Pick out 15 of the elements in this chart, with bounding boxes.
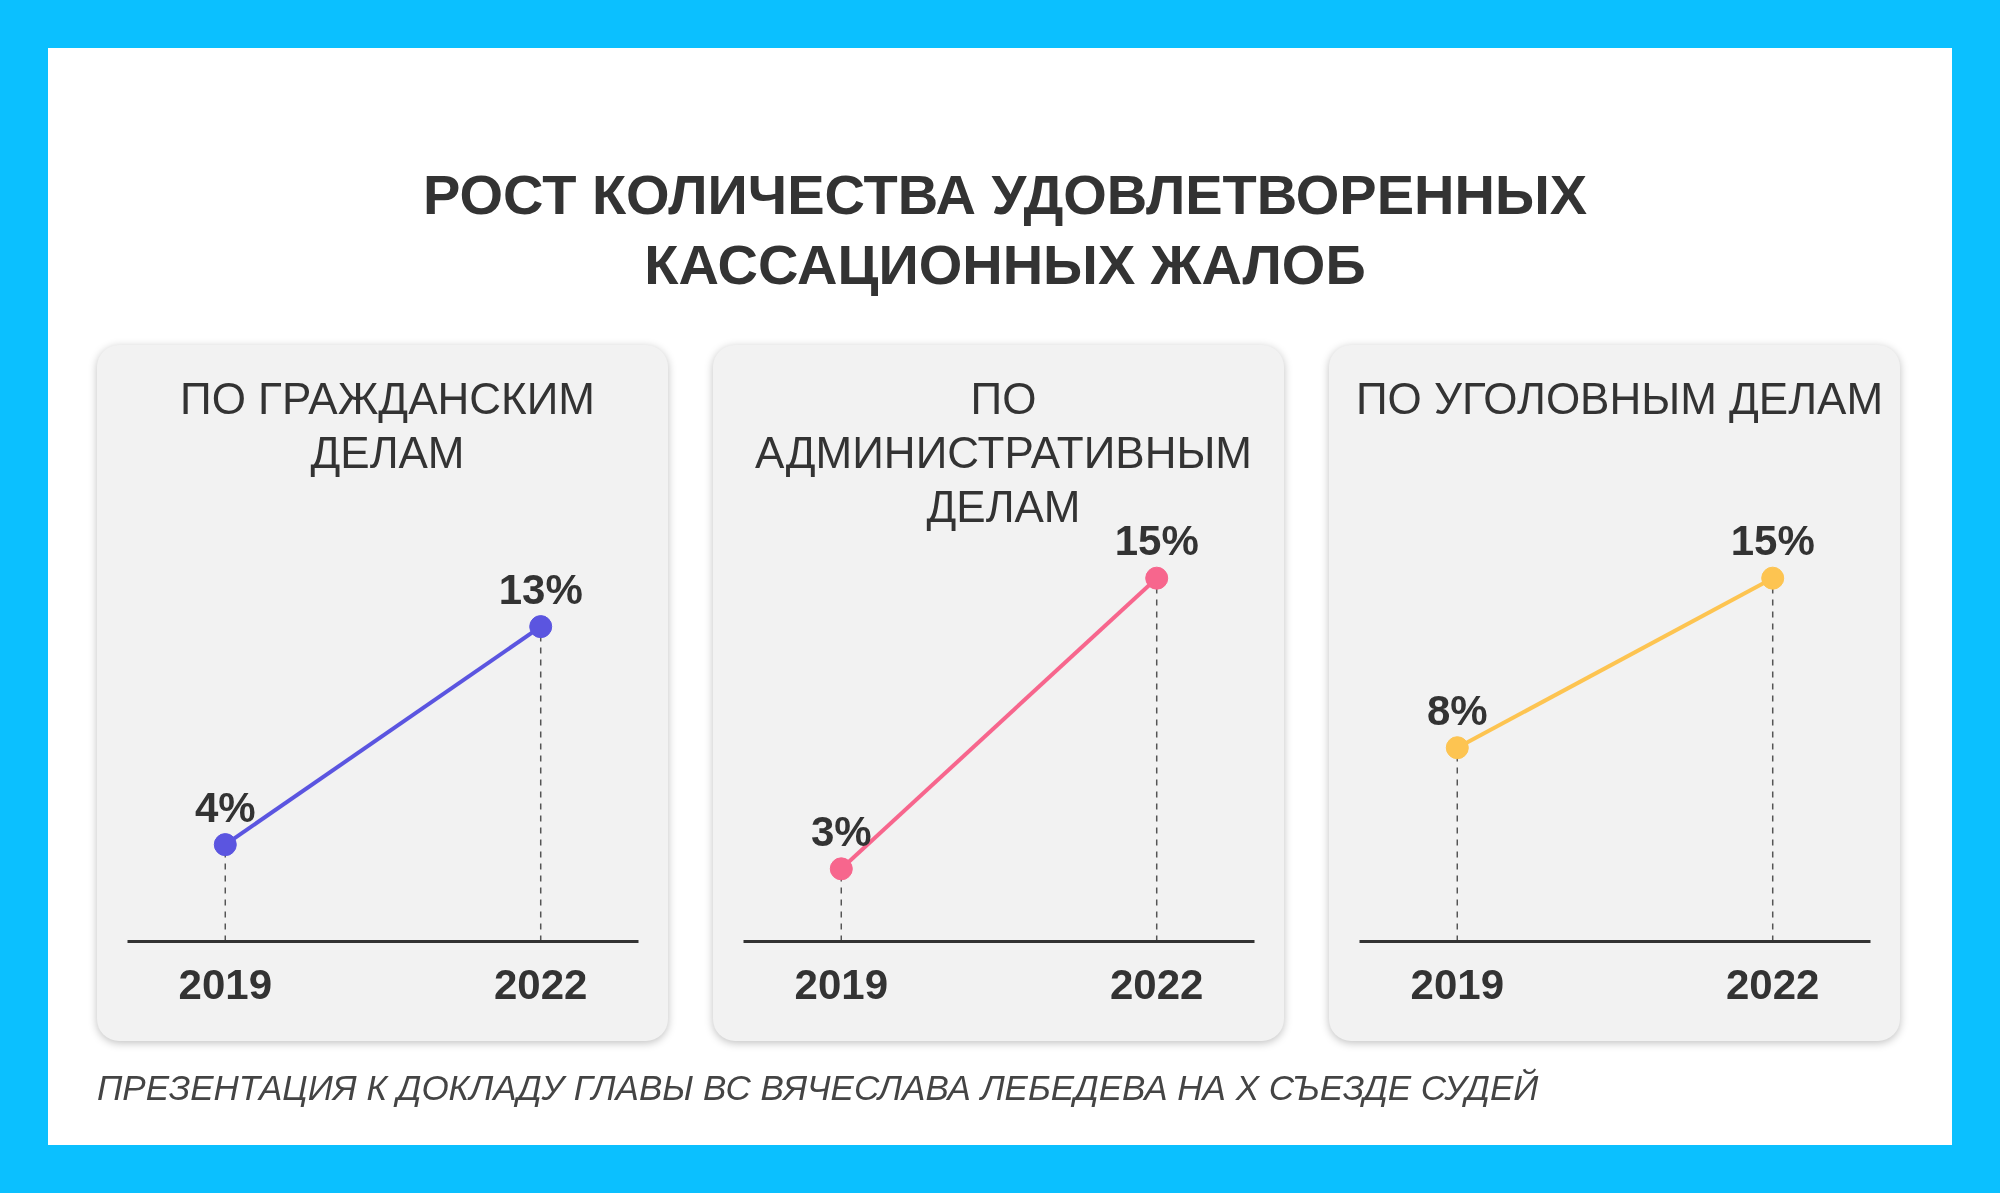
x-tick-label: 2019 xyxy=(1410,960,1504,1008)
text: РОСТ КОЛИЧЕСТВА УДОВЛЕТВОРЕННЫХ КАССАЦИОННЫХ ЖАЛОБ xyxy=(421,162,1589,298)
x-tick-label: 2019 xyxy=(178,960,272,1008)
data-label: 15% xyxy=(1730,517,1815,565)
text: ПРЕЗЕНТАЦИЯ К ДОКЛАДУ ГЛАВЫ ВС ВЯЧЕСЛАВА ЛЕБЕДЕВА НА X СЪЕЗДЕ СУДЕЙ xyxy=(97,1067,1539,1109)
data-label: 3% xyxy=(810,807,872,855)
x-tick-label: 2022 xyxy=(1726,960,1820,1008)
x-tick-label: 2022 xyxy=(1110,960,1204,1008)
chart-title: ПО УГОЛОВНЫМ ДЕЛАМ xyxy=(1355,373,1884,425)
data-label: 13% xyxy=(498,565,583,613)
x-tick-label: 2022 xyxy=(494,960,588,1008)
chart-title: ПО ГРАЖДАНСКИМ ДЕЛАМ xyxy=(179,373,596,479)
data-label: 4% xyxy=(194,783,256,831)
data-label: 8% xyxy=(1426,686,1488,734)
x-tick-label: 2019 xyxy=(794,960,888,1008)
